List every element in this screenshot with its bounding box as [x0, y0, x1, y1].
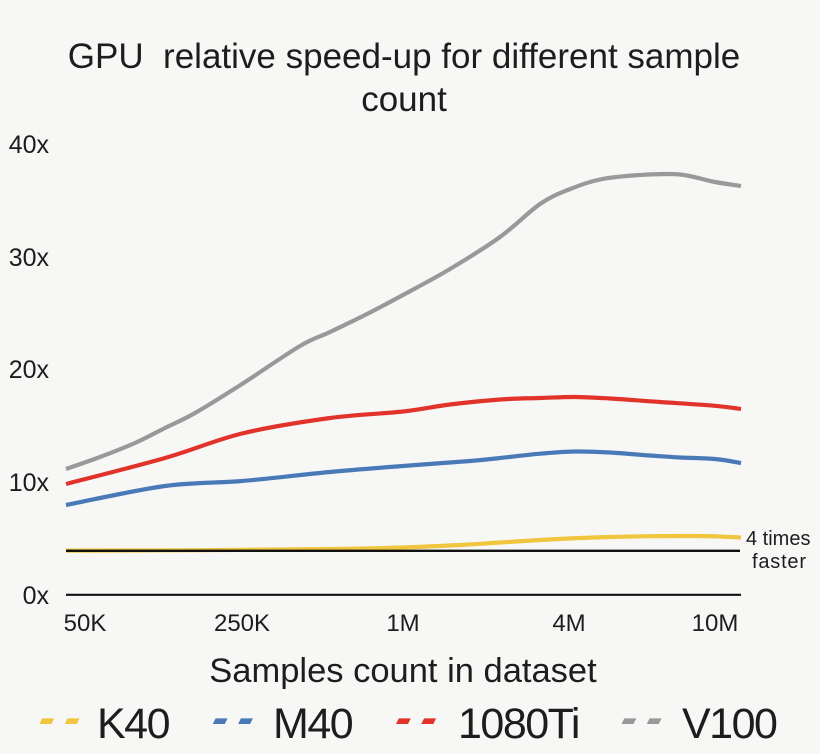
svg-text:GPU relative speed-up for dif: GPU relative speed-up for different samp… — [68, 37, 740, 76]
svg-text:1M: 1M — [386, 610, 419, 637]
svg-text:50K: 50K — [64, 610, 107, 637]
svg-text:0x: 0x — [23, 582, 50, 610]
svg-text:40x: 40x — [9, 131, 50, 159]
svg-text:10x: 10x — [9, 469, 50, 497]
svg-text:250K: 250K — [214, 610, 270, 637]
svg-text:4M: 4M — [552, 610, 585, 637]
svg-text:K40: K40 — [97, 700, 170, 748]
svg-text:10M: 10M — [692, 610, 739, 637]
svg-text:Samples count in dataset: Samples count in dataset — [209, 652, 597, 690]
svg-text:1080Ti: 1080Ti — [458, 700, 579, 748]
svg-text:4 times: 4 times — [746, 528, 810, 550]
svg-text:count: count — [361, 80, 447, 119]
svg-text:V100: V100 — [682, 700, 777, 748]
svg-text:30x: 30x — [9, 244, 50, 272]
svg-text:faster: faster — [752, 551, 807, 573]
svg-text:M40: M40 — [273, 700, 353, 748]
svg-text:20x: 20x — [9, 356, 50, 384]
